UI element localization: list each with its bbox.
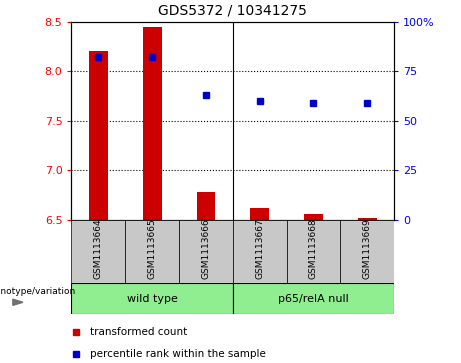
Text: transformed count: transformed count: [89, 327, 187, 337]
Bar: [250, 208, 269, 220]
FancyBboxPatch shape: [340, 220, 394, 283]
Text: wild type: wild type: [127, 294, 177, 303]
Text: GSM1113666: GSM1113666: [201, 218, 210, 278]
Text: GSM1113667: GSM1113667: [255, 218, 264, 278]
Bar: [358, 218, 377, 220]
Title: GDS5372 / 10341275: GDS5372 / 10341275: [159, 4, 307, 18]
FancyBboxPatch shape: [287, 220, 340, 283]
FancyBboxPatch shape: [233, 283, 394, 314]
Text: percentile rank within the sample: percentile rank within the sample: [89, 349, 266, 359]
Polygon shape: [13, 299, 23, 305]
Text: p65/relA null: p65/relA null: [278, 294, 349, 303]
Bar: [304, 214, 323, 220]
FancyBboxPatch shape: [233, 220, 287, 283]
Bar: [89, 52, 108, 220]
Text: GSM1113669: GSM1113669: [363, 218, 372, 278]
Text: genotype/variation: genotype/variation: [0, 287, 75, 296]
Text: GSM1113668: GSM1113668: [309, 218, 318, 278]
Text: GSM1113664: GSM1113664: [94, 218, 103, 278]
FancyBboxPatch shape: [179, 220, 233, 283]
FancyBboxPatch shape: [125, 220, 179, 283]
FancyBboxPatch shape: [71, 220, 125, 283]
FancyBboxPatch shape: [71, 283, 233, 314]
Bar: [196, 192, 215, 220]
Text: GSM1113665: GSM1113665: [148, 218, 157, 278]
Bar: [143, 27, 161, 220]
